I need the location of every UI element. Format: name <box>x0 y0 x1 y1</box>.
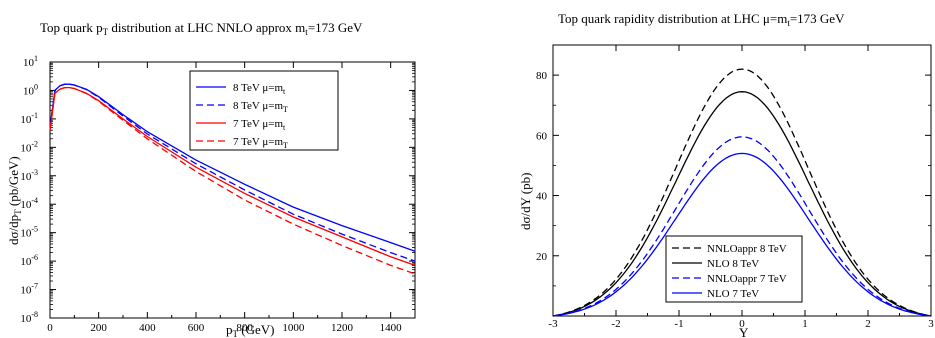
rapidity-x-tick-label: -3 <box>548 318 558 330</box>
pt-x-tick-label: 400 <box>139 322 156 334</box>
pt-y-tick-label: 10-4 <box>20 196 38 211</box>
pt-x-axis-label: pT (GeV) <box>226 322 274 338</box>
pt-plot-frame <box>49 61 416 319</box>
pt-y-tick-label: 101 <box>23 54 38 69</box>
pt-y-tick-label: 100 <box>23 82 38 97</box>
pt-x-tick-label: 1200 <box>331 322 354 334</box>
pt-x-tick-label: 0 <box>47 322 53 334</box>
pt-series-line-3 <box>49 86 416 275</box>
pt-legend-label: 7 TeV μ=mT <box>233 136 288 150</box>
rapidity-series-line-3 <box>552 152 932 317</box>
rapidity-chart-title: Top quark rapidity distribution at LHC μ… <box>558 11 845 28</box>
rapidity-x-tick-label: -2 <box>611 318 620 330</box>
pt-chart: Top quark pT distribution at LHC NNLO ap… <box>6 20 416 338</box>
rapidity-x-tick-label: 0 <box>739 318 745 330</box>
rapidity-y-tick-label: 20 <box>536 251 548 263</box>
pt-legend-label: 8 TeV μ=mt <box>233 82 286 96</box>
rapidity-y-tick-label: 60 <box>536 130 548 142</box>
pt-y-tick-label: 10-3 <box>20 168 38 183</box>
rapidity-x-tick-label: 3 <box>928 318 934 330</box>
pt-legend-label: 8 TeV μ=mT <box>233 100 288 114</box>
rapidity-legend-label: NNLOappr 7 TeV <box>707 273 787 285</box>
pt-x-tick-label: 1000 <box>282 322 305 334</box>
rapidity-x-tick-label: 1 <box>802 318 808 330</box>
pt-x-tick-label: 800 <box>236 322 253 334</box>
rapidity-legend-label: NNLOappr 8 TeV <box>707 243 787 255</box>
pt-ticks: 0 200 400 600 800 1000 1200 1400 101 100 10-1 10-2 1… <box>20 54 415 334</box>
pt-chart-title: Top quark pT distribution at LHC NNLO ap… <box>40 20 363 37</box>
rapidity-series <box>552 68 932 317</box>
rapidity-y-tick-label: 80 <box>536 70 548 82</box>
rapidity-series-line-0 <box>552 68 932 317</box>
rapidity-series-line-1 <box>552 91 932 317</box>
rapidity-series-line-2 <box>552 136 932 317</box>
pt-y-tick-label: 10-7 <box>20 282 38 297</box>
rapidity-y-tick-label: 40 <box>536 191 548 203</box>
rapidity-ticks: -3 -2 -1 0 1 2 3 20 40 60 80 <box>536 45 934 330</box>
pt-y-tick-label: 10-5 <box>20 225 38 240</box>
pt-series <box>49 83 416 275</box>
pt-series-line-1 <box>49 83 416 262</box>
rapidity-x-tick-label: 2 <box>865 318 871 330</box>
pt-y-tick-label: 10-6 <box>20 253 38 268</box>
pt-y-tick-label: 10-8 <box>20 310 38 325</box>
rapidity-x-tick-label: -1 <box>674 318 683 330</box>
rapidity-legend-box <box>665 235 803 303</box>
rapidity-y-axis-label: dσ/dY (pb) <box>518 173 533 230</box>
rapidity-chart: Top quark rapidity distribution at LHC μ… <box>518 11 934 338</box>
pt-legend-box <box>189 70 339 151</box>
rapidity-legend: NNLOappr 8 TeV NLO 8 TeV NNLOappr 7 TeV NLO… <box>665 235 803 303</box>
rapidity-legend-label: NLO 7 TeV <box>707 288 759 300</box>
rapidity-x-axis-label: Y <box>739 325 749 338</box>
pt-legend-label: 7 TeV μ=mt <box>233 118 286 132</box>
pt-x-tick-label: 200 <box>90 322 107 334</box>
pt-y-tick-label: 10-1 <box>20 111 38 126</box>
pt-legend: 8 TeV μ=mt 8 TeV μ=mT 7 TeV μ=mt 7 TeV μ=mT <box>189 70 339 151</box>
pt-y-tick-label: 10-2 <box>20 139 38 154</box>
rapidity-legend-label: NLO 8 TeV <box>707 258 759 270</box>
pt-x-tick-label: 600 <box>188 322 205 334</box>
pt-y-axis-label: dσ/dpT (pb/GeV) <box>6 156 23 245</box>
pt-x-tick-label: 1400 <box>380 322 403 334</box>
